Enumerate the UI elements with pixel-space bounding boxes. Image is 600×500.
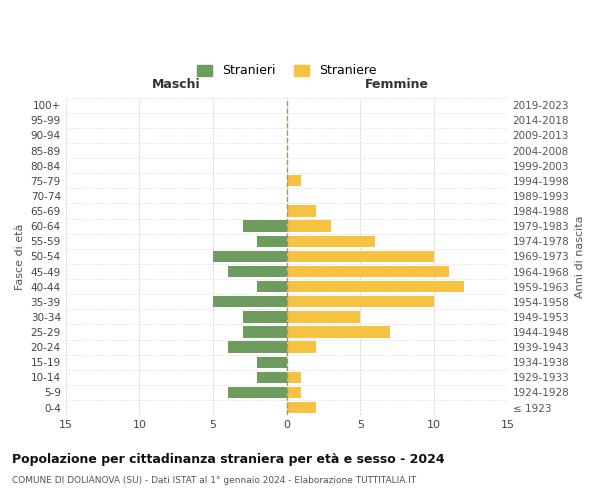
Text: Maschi: Maschi bbox=[152, 78, 200, 92]
Bar bbox=[242, 326, 287, 338]
Bar bbox=[287, 206, 316, 216]
Bar bbox=[287, 220, 331, 232]
Bar bbox=[257, 356, 287, 368]
Bar bbox=[287, 387, 301, 398]
Bar bbox=[287, 236, 375, 247]
Bar bbox=[287, 296, 434, 308]
Bar bbox=[242, 311, 287, 322]
Text: Popolazione per cittadinanza straniera per età e sesso - 2024: Popolazione per cittadinanza straniera p… bbox=[12, 452, 445, 466]
Bar bbox=[287, 311, 361, 322]
Bar bbox=[213, 250, 287, 262]
Bar bbox=[228, 342, 287, 353]
Text: COMUNE DI DOLIANOVA (SU) - Dati ISTAT al 1° gennaio 2024 - Elaborazione TUTTITAL: COMUNE DI DOLIANOVA (SU) - Dati ISTAT al… bbox=[12, 476, 416, 485]
Bar bbox=[287, 402, 316, 413]
Bar bbox=[287, 326, 390, 338]
Bar bbox=[228, 387, 287, 398]
Bar bbox=[287, 266, 449, 277]
Bar bbox=[287, 175, 301, 186]
Bar bbox=[287, 250, 434, 262]
Legend: Stranieri, Straniere: Stranieri, Straniere bbox=[192, 60, 382, 82]
Bar bbox=[228, 266, 287, 277]
Bar bbox=[257, 281, 287, 292]
Y-axis label: Fasce di età: Fasce di età bbox=[15, 223, 25, 290]
Bar bbox=[242, 220, 287, 232]
Text: Femmine: Femmine bbox=[365, 78, 429, 92]
Bar bbox=[287, 372, 301, 383]
Bar bbox=[287, 342, 316, 353]
Y-axis label: Anni di nascita: Anni di nascita bbox=[575, 215, 585, 298]
Bar bbox=[287, 281, 464, 292]
Bar bbox=[257, 236, 287, 247]
Bar bbox=[257, 372, 287, 383]
Bar bbox=[213, 296, 287, 308]
